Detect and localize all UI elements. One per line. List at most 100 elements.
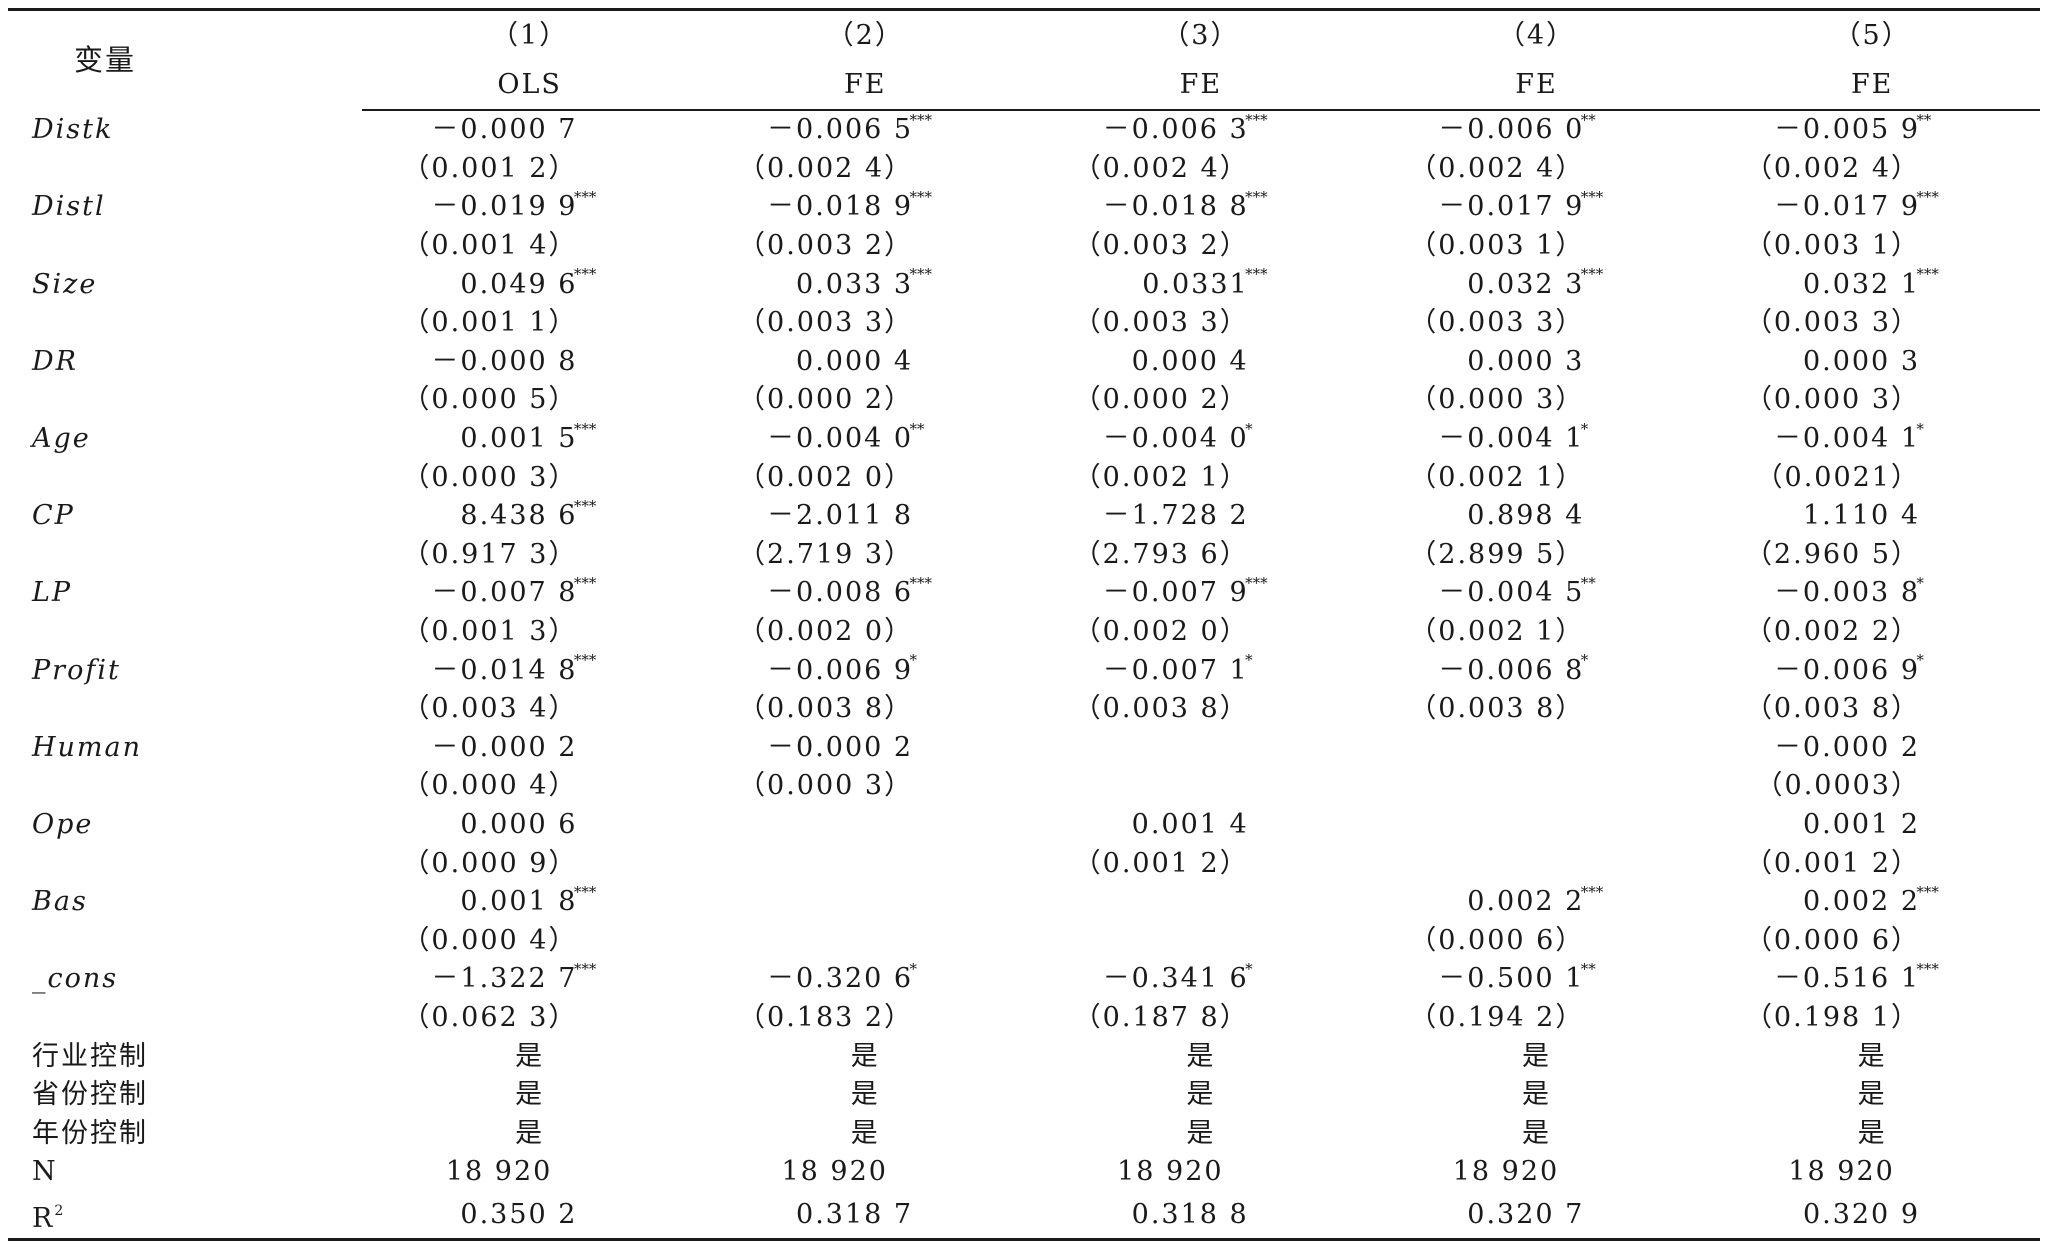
control-value: 是: [1522, 1040, 1552, 1072]
regression-table: 变量 （1） （2） （3） （4） （5） OLS FE FE FE FE D…: [8, 8, 2040, 1241]
table-header: 变量 （1） （2） （3） （4） （5） OLS FE FE FE FE: [8, 9, 2040, 111]
se-cell: （0.000 6）: [1409, 924, 1585, 956]
significance-stars: ***: [1580, 265, 1604, 284]
coef-value: 0.002 2: [1802, 886, 1920, 918]
coef-value: 0.000 4: [796, 345, 914, 377]
se-cell: （0.002 0）: [1073, 616, 1249, 648]
se-cell: （0.0003）: [1755, 770, 1920, 802]
n-value: 18 920: [1117, 1156, 1224, 1188]
coef-row: Profit －0.014 8 *** －0.006 9 * －0.007 1 * －0.00…: [8, 651, 2040, 690]
se-row: （0.001 1） （0.003 3） （0.003 3） （0.003 3） （0.0…: [8, 304, 2040, 343]
coef-cell: －0.017 9 ***: [1369, 188, 1705, 227]
se-cell: （2.793 6）: [1073, 538, 1249, 570]
se-label-empty: [8, 458, 362, 497]
control-value: 是: [850, 1079, 880, 1111]
coef-row: Distk －0.000 7 －0.006 5 *** －0.006 3 *** －0.00…: [8, 110, 2040, 150]
se-cell: （0.003 8）: [1409, 693, 1585, 725]
coef-value: －0.000 8: [431, 345, 578, 377]
r2-label-superscript: 2: [54, 1202, 64, 1219]
se-label-empty: [8, 999, 362, 1038]
se-cell: （0.000 9）: [402, 847, 578, 879]
r2-value: 0.318 7: [697, 1191, 1034, 1241]
significance-stars: *: [1916, 574, 1924, 593]
significance-stars: *: [1916, 651, 1924, 670]
coef-cell: －0.014 8 ***: [362, 651, 698, 690]
significance-stars: ***: [573, 574, 597, 593]
se-cell: （0.0021）: [1755, 461, 1920, 493]
r2-value: 0.350 2: [361, 1191, 698, 1241]
coef-row: _cons －1.322 7 *** －0.320 6 * －0.341 6 * －0.500…: [8, 960, 2040, 999]
coef-cell: －0.341 6 *: [1033, 960, 1369, 999]
se-cell: [697, 844, 1033, 883]
significance-stars: ***: [573, 419, 597, 438]
se-cell: （0.003 1）: [1744, 230, 1920, 262]
se-cell: （0.000 2）: [738, 384, 914, 416]
variable-label: Distk: [32, 113, 114, 145]
n-value: 18 920: [445, 1156, 553, 1188]
significance-stars: ***: [573, 882, 597, 901]
col-method-header: FE: [1033, 60, 1369, 111]
coef-cell: －0.004 1 *: [1369, 420, 1705, 459]
significance-stars: ***: [909, 574, 932, 593]
coef-value: －0.017 9: [1773, 191, 1920, 223]
n-row: N 18 920 18 920 18 920 18 920 18 920: [8, 1153, 2040, 1192]
se-cell: （0.002 4）: [1744, 152, 1920, 184]
significance-stars: **: [1580, 960, 1596, 979]
coef-row: Bas 0.001 8 *** 0.002 2 *** 0.002 2 ***: [8, 883, 2040, 922]
variable-label: CP: [32, 500, 75, 532]
variable-label: Size: [32, 268, 98, 300]
se-cell: （0.000 4）: [402, 770, 578, 802]
significance-stars: **: [1580, 111, 1596, 129]
se-row: （0.003 4） （0.003 8） （0.003 8） （0.003 8） （0.0…: [8, 690, 2040, 729]
coef-cell: 0.001 8 ***: [362, 883, 698, 922]
coef-value: －0.005 9: [1773, 114, 1920, 146]
col-method-header: FE: [697, 60, 1034, 111]
coef-cell: －1.322 7 ***: [362, 960, 698, 999]
coef-value: 0.0331: [1142, 268, 1249, 300]
control-value: 是: [1186, 1079, 1216, 1111]
se-row: （0.001 4） （0.003 2） （0.003 2） （0.003 1） （0.0…: [8, 227, 2040, 266]
se-cell: （0.917 3）: [402, 538, 578, 570]
coef-cell: －0.500 1 **: [1369, 960, 1705, 999]
coef-cell: 0.032 1 ***: [1704, 265, 2040, 304]
se-label-empty: [8, 767, 362, 806]
coef-value: －0.000 2: [767, 731, 914, 763]
coef-row: Distl －0.019 9 *** －0.018 9 *** －0.018 8 *** －0…: [8, 188, 2040, 227]
coef-value: 0.032 1: [1802, 268, 1920, 300]
coef-cell: 0.033 3 ***: [697, 265, 1033, 304]
coef-cell: －2.011 8: [697, 497, 1033, 536]
coef-value: 0.002 2: [1467, 886, 1585, 918]
significance-stars: ***: [1580, 882, 1604, 901]
se-cell: （0.002 0）: [738, 461, 914, 493]
control-value: 是: [1522, 1079, 1552, 1111]
coef-value: －0.004 1: [1438, 423, 1585, 455]
se-label-empty: [8, 150, 362, 189]
se-cell: （2.899 5）: [1409, 538, 1585, 570]
significance-stars: *: [1916, 419, 1924, 438]
significance-stars: ***: [573, 188, 597, 207]
se-cell: [1033, 921, 1369, 960]
coef-cell: [1033, 729, 1369, 768]
coef-cell: －0.008 6 ***: [697, 574, 1033, 613]
control-value: 是: [850, 1117, 880, 1149]
coef-cell: －0.006 9 *: [1704, 651, 2040, 690]
se-label-empty: [8, 536, 362, 575]
coef-value: －0.007 1: [1102, 654, 1249, 686]
coef-value: －0.007 8: [431, 577, 578, 609]
control-value: 是: [515, 1079, 545, 1111]
header-row-methods: OLS FE FE FE FE: [8, 60, 2040, 111]
se-cell: （0.002 1）: [1073, 461, 1249, 493]
significance-stars: ***: [1245, 188, 1268, 207]
se-cell: （0.187 8）: [1073, 1001, 1249, 1033]
coef-cell: 0.000 4: [1033, 343, 1369, 382]
coef-value: －0.500 1: [1438, 963, 1585, 995]
significance-stars: ***: [909, 111, 932, 129]
coef-cell: －0.000 8: [362, 343, 698, 382]
variable-label: _cons: [32, 963, 119, 995]
significance-stars: ***: [1916, 265, 1939, 284]
se-label-empty: [8, 613, 362, 652]
n-value: 18 920: [1788, 1156, 1895, 1188]
coef-value: －0.017 9: [1438, 191, 1585, 223]
coef-value: 0.001 5: [460, 423, 578, 455]
se-cell: （0.062 3）: [402, 1001, 578, 1033]
